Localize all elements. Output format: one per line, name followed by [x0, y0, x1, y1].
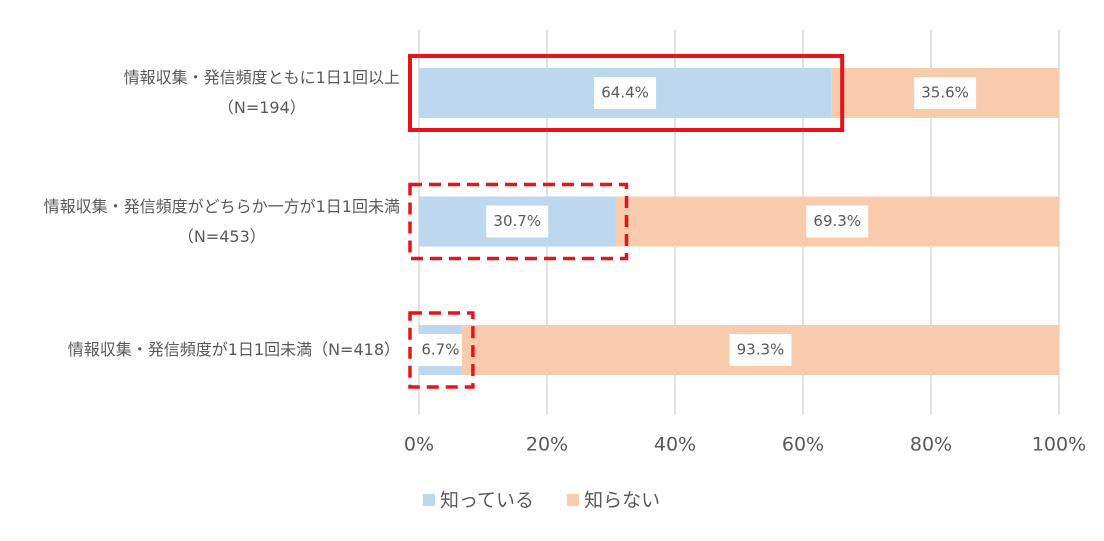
data-label: 69.3% [813, 212, 861, 230]
data-label: 93.3% [737, 341, 785, 359]
highlight-box [408, 182, 629, 261]
x-tick-label: 20% [526, 434, 568, 456]
data-label: 64.4% [601, 84, 649, 102]
legend-label: 知らない [584, 490, 660, 512]
x-tick-label: 0% [404, 434, 434, 456]
data-label-box [416, 334, 465, 366]
highlight-box [408, 54, 845, 132]
data-label-box [914, 77, 977, 109]
data-label: 6.7% [421, 341, 459, 359]
data-label: 35.6% [921, 84, 969, 102]
data-label-box [806, 205, 869, 238]
legend-label: 知っている [440, 490, 534, 512]
data-label-box [594, 77, 657, 109]
x-tick-label: 40% [654, 434, 696, 456]
category-label: 情報収集・発信頻度がどちらか一方が1日1回未満 （N=453） [43, 196, 400, 246]
legend-swatch [423, 494, 435, 506]
category-label: 情報収集・発信頻度ともに1日1回以上 （N=194） [123, 68, 400, 117]
data-label-box [729, 334, 792, 366]
category-label: 情報収集・発信頻度が1日1回未満（N=418） [67, 340, 400, 359]
data-label-box [486, 205, 549, 238]
highlight-box [408, 311, 475, 389]
x-tick-label: 60% [782, 434, 824, 456]
legend-swatch [567, 494, 580, 506]
data-label: 30.7% [493, 212, 541, 230]
x-tick-label: 80% [910, 434, 952, 456]
x-tick-label: 100% [1032, 434, 1086, 456]
